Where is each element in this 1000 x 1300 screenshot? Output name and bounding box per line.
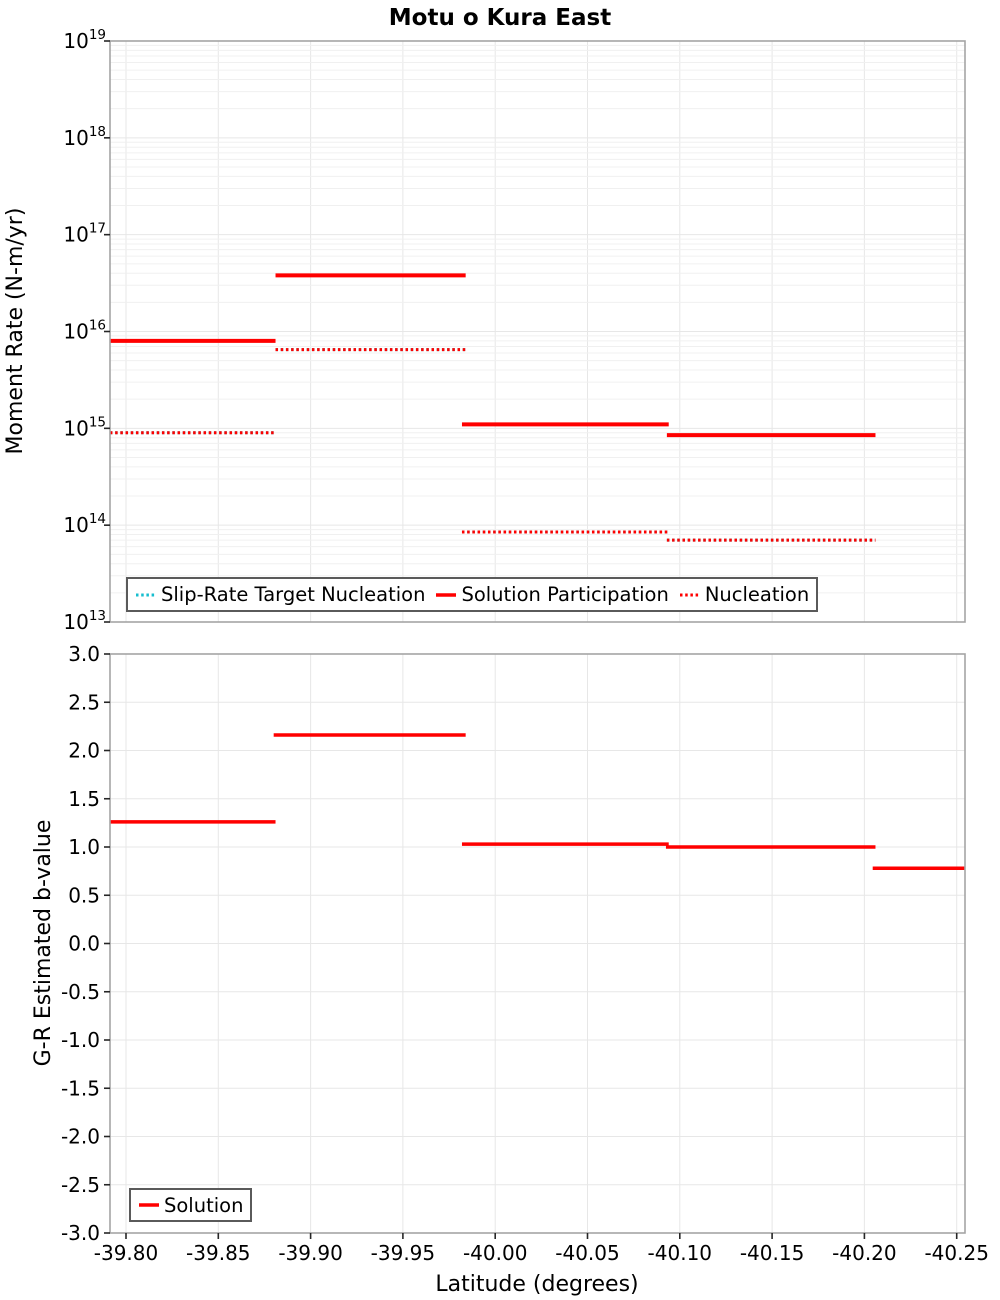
x-tick-label: -40.20 [832,1241,896,1265]
top-legend: Slip-Rate Target Nucleation Solution Par… [126,577,819,612]
slip-rate-target-dotted-marker-icon [136,593,156,596]
legend-entry-nucleation: Nucleation [679,583,809,606]
x-tick-label: -40.15 [740,1241,804,1265]
y-tick-label: 1017 [63,221,106,247]
nucleation-dotted-marker-icon [679,593,700,596]
y-tick-label: 0.5 [68,883,100,907]
y-tick-label: 3.0 [68,642,100,666]
bottom-legend: Solution [129,1188,253,1222]
y-tick-label: -1.0 [61,1028,100,1052]
legend-entry-slip-rate-target-nucleation: Slip-Rate Target Nucleation [135,583,425,606]
chart-title: Motu o Kura East [389,5,611,31]
x-tick-label: -39.95 [371,1241,435,1265]
y-tick-label: 1019 [63,27,106,53]
x-axis-label: Latitude (degrees) [435,1272,638,1297]
x-tick-label: -40.05 [555,1241,619,1265]
y-tick-label: 1.5 [68,787,100,811]
x-tick-label: -39.85 [186,1241,250,1265]
y-tick-label: 1018 [63,124,106,150]
y-tick-label: 1015 [63,414,106,440]
legend-label: Solution [164,1193,244,1217]
y-tick-label: 1016 [63,318,106,344]
x-tick-label: -39.80 [94,1241,158,1265]
top-y-axis-label: Moment Rate (N-m/yr) [3,208,28,455]
solution-solid-marker-icon [139,1203,159,1207]
legend-entry-solution: Solution [138,1194,243,1217]
solution-solid-marker-icon [436,592,457,597]
y-tick-label: -2.5 [61,1173,100,1197]
x-tick-label: -40.10 [648,1241,712,1265]
y-tick-label: 2.0 [68,739,100,763]
x-tick-label: -39.90 [278,1241,342,1265]
y-tick-label: 1014 [63,511,106,537]
legend-label: Nucleation [704,583,810,606]
y-tick-label: -3.0 [61,1221,100,1245]
legend-entry-solution-participation: Solution Participation [435,583,669,606]
legend-label: Solution Participation [461,583,669,606]
y-tick-label: 0.0 [68,932,100,956]
y-tick-label: -2.0 [61,1125,100,1149]
bottom-y-axis-label: G-R Estimated b-value [31,820,56,1067]
generated-plot-layers: 1019 1018 1017 1016 1015 1014 1013 3.0 2.5 2.0 1.5… [61,27,989,1265]
y-tick-label: 1.0 [68,835,100,859]
x-tick-label: -40.00 [463,1241,527,1265]
y-tick-label: -0.5 [61,980,100,1004]
y-tick-label: 2.5 [68,690,100,714]
x-tick-label: -40.25 [924,1241,988,1265]
legend-label: Slip-Rate Target Nucleation [161,583,426,606]
y-tick-label: 1013 [63,608,106,634]
y-tick-label: -1.5 [61,1076,100,1100]
